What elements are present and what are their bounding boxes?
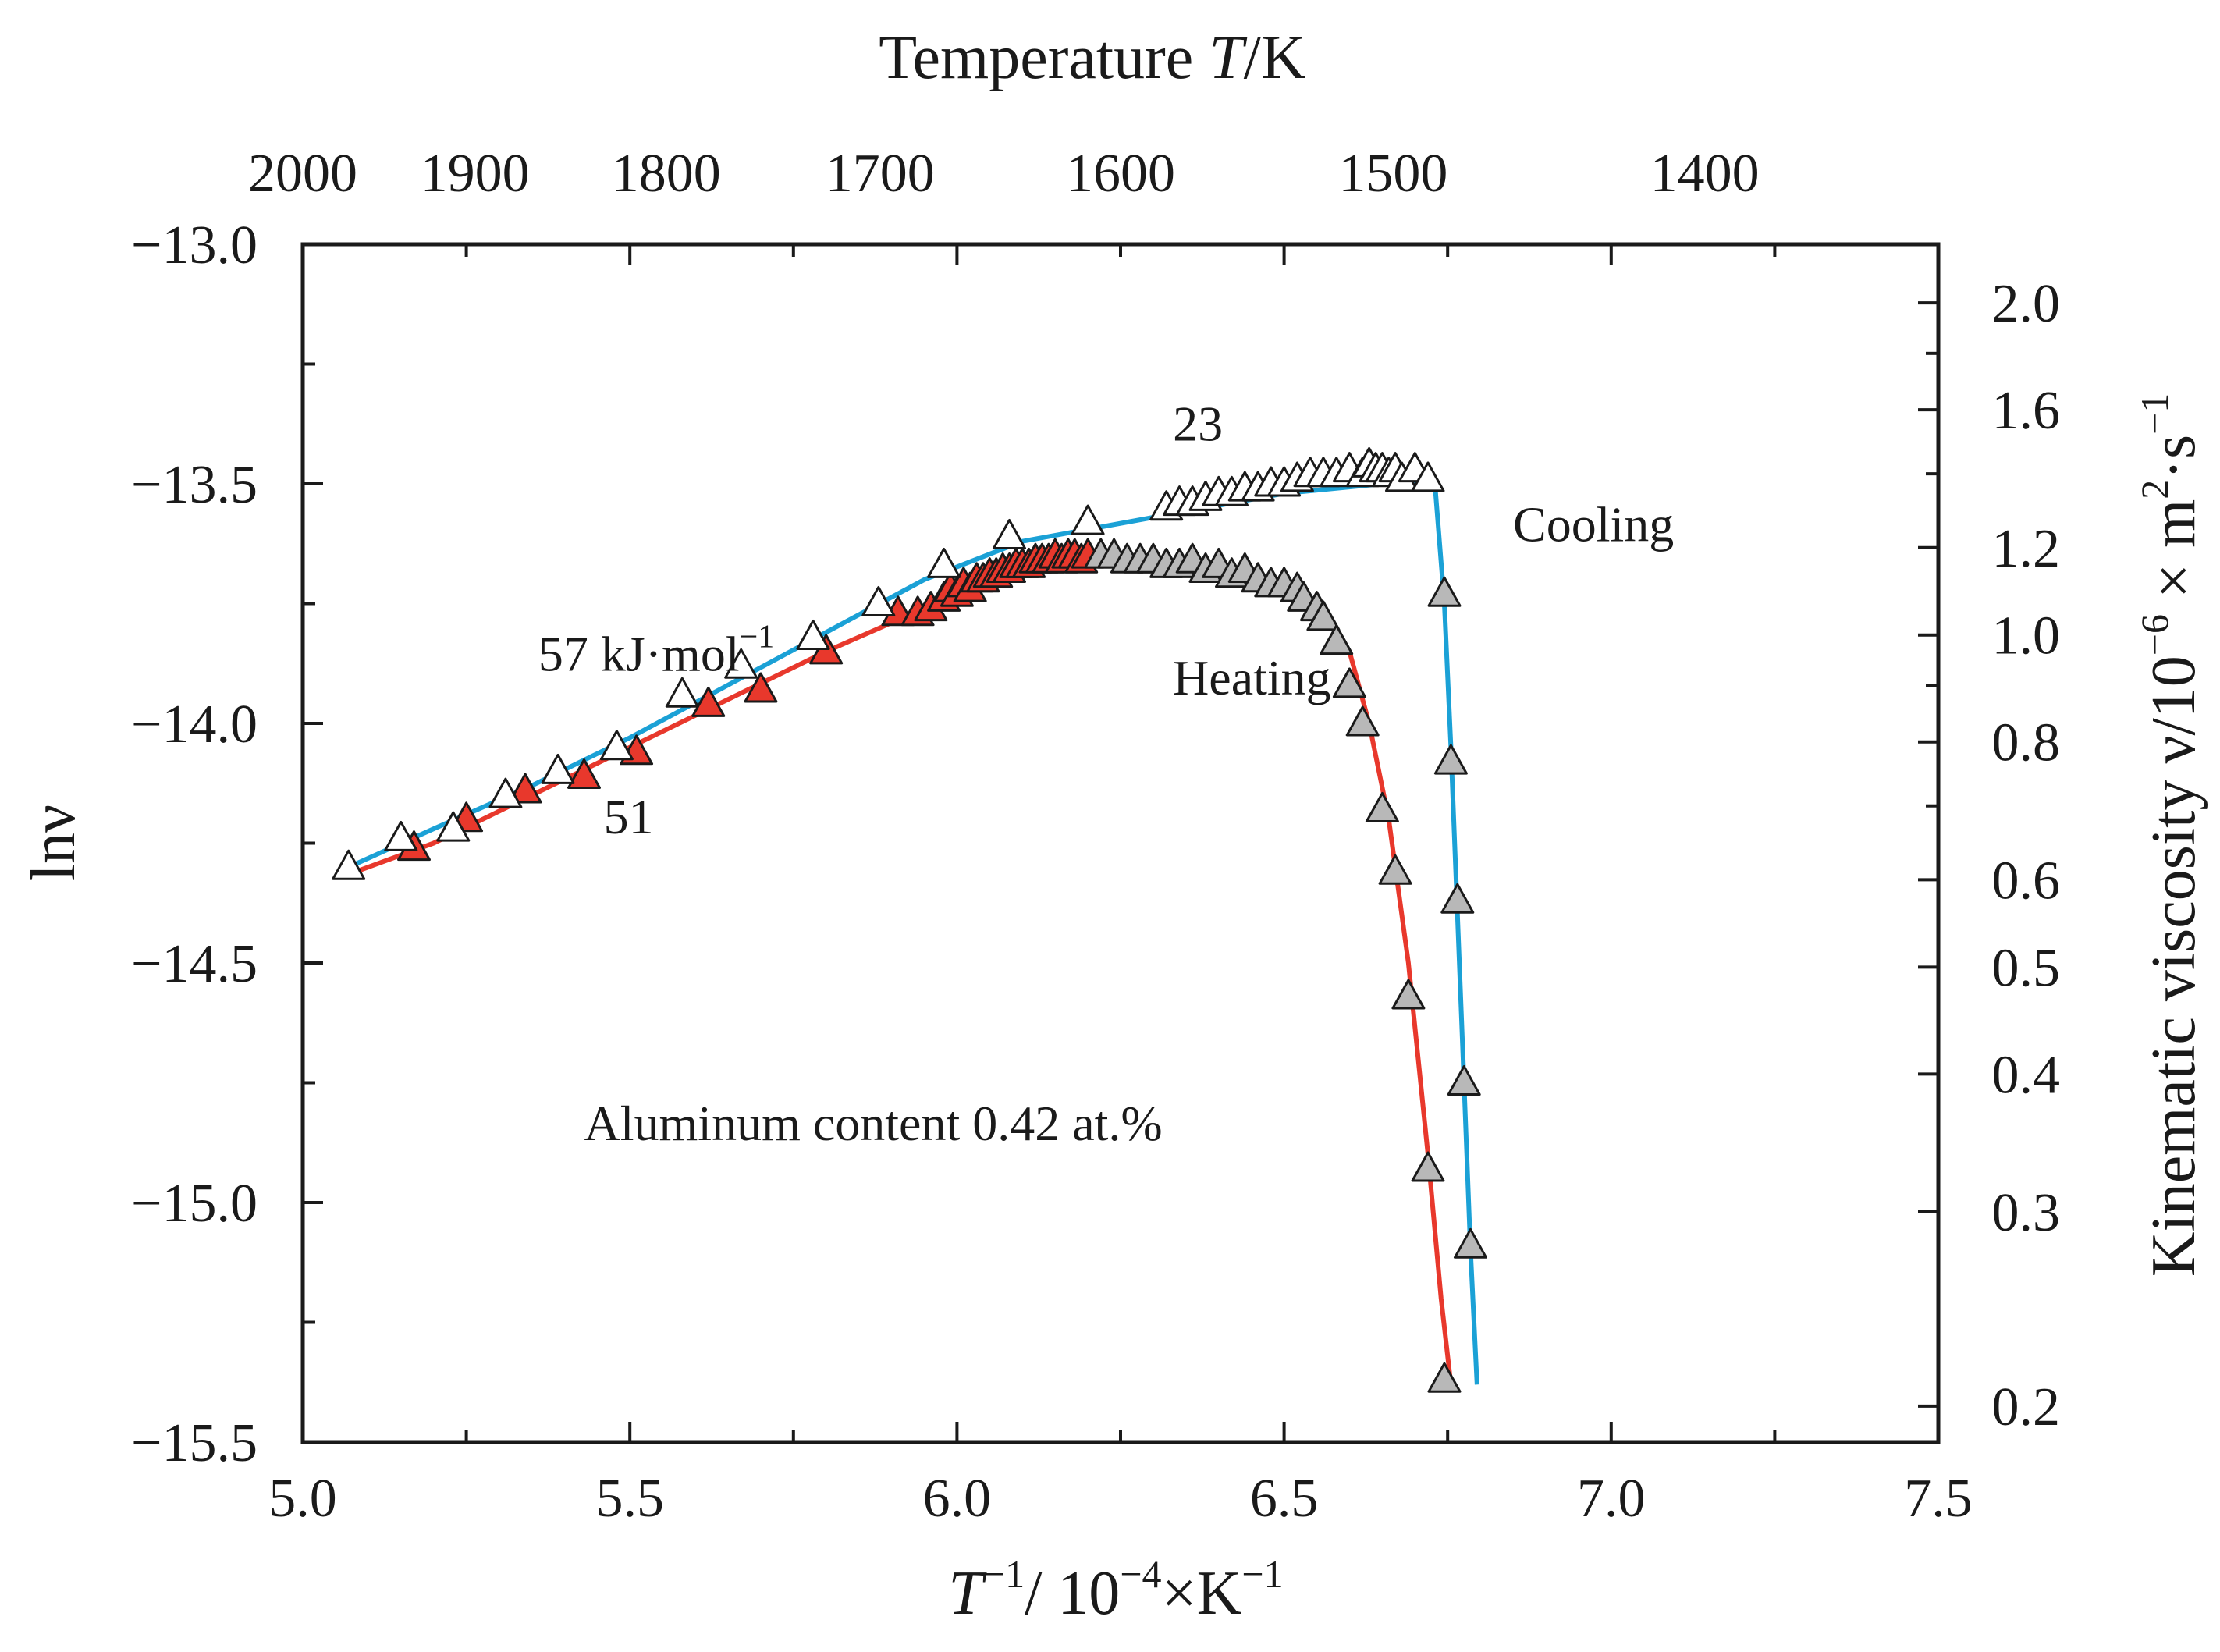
y-tick-label: −15.5 [131, 1413, 258, 1473]
top-temperature-tick-label: 2000 [248, 144, 357, 204]
cooling-point-open [993, 519, 1026, 549]
y2-axis-title: Kinematic viscosity ν/10−6 × m2·s−1 [2133, 393, 2208, 1277]
annotation-text: 51 [604, 789, 654, 844]
cooling-point-open [1071, 504, 1105, 535]
annotation-text: Aluminum content 0.42 at.% [584, 1096, 1163, 1151]
y2-axis-title-mid: × m [2140, 499, 2208, 614]
cooling-point-open [796, 620, 830, 650]
y-tick-label: −14.5 [131, 934, 258, 994]
x-tick-label: 7.5 [1904, 1469, 1973, 1529]
annotation-sup: −1 [740, 619, 775, 655]
y2-axis-title-sup2: 2 [2133, 480, 2176, 499]
x-tick-label: 6.0 [923, 1469, 992, 1529]
x-tick-label: 6.5 [1250, 1469, 1319, 1529]
y2-axis-title-main: Kinematic viscosity ν/10 [2140, 655, 2208, 1277]
y2-tick-label: 0.3 [1992, 1183, 2061, 1243]
cooling-point-gray [1427, 576, 1462, 607]
y-tick-label: −14.0 [131, 695, 258, 755]
annotation-label: 23 [1173, 396, 1223, 452]
cooling-point-open [384, 820, 418, 851]
y-axis-title: lnν [20, 805, 88, 881]
y2-axis-title-sup1: −6 [2133, 614, 2176, 655]
y2-tick-label: 2.0 [1992, 274, 2061, 334]
plot-frame [300, 242, 1941, 1444]
top-temperature-tick-label: 1700 [826, 144, 935, 204]
cooling-point-open [541, 753, 575, 784]
heating-point-gray [1345, 705, 1380, 737]
cooling-point-open [665, 677, 699, 708]
top-temperature-tick-label: 1400 [1650, 144, 1760, 204]
x-axis-title: T−1/ 10−4×K−1 [948, 1552, 1283, 1628]
top-axis-title-prefix: Temperature [879, 23, 1209, 92]
heating-point-gray [1427, 1362, 1462, 1393]
top-temperature-tick-label: 1800 [612, 144, 721, 204]
cooling-point-gray [1454, 1227, 1487, 1259]
annotation-label: Cooling [1513, 497, 1674, 552]
cooling-point-open [724, 648, 758, 679]
x-axis-title-sup3: −1 [1241, 1552, 1283, 1596]
y2-tick-label: 1.0 [1992, 606, 2061, 666]
annotation-text: 23 [1173, 396, 1223, 452]
y2-axis-title-sup3: −1 [2133, 393, 2176, 435]
annotation-text: 57 kJ·mol [538, 626, 740, 681]
cooling-point-open [927, 547, 961, 578]
heating-point-red [744, 672, 778, 703]
top-axis-title: Temperature T/K [879, 23, 1306, 92]
x-tick-label: 7.0 [1577, 1469, 1646, 1529]
heating-point-gray [1365, 792, 1399, 822]
heating-point-gray [1378, 854, 1412, 885]
y-tick-label: −13.5 [131, 455, 258, 515]
heating-point-red [567, 758, 601, 789]
y2-tick-label: 1.6 [1992, 381, 2061, 441]
x-axis-title-T: T [948, 1559, 987, 1628]
top-axis-title-suffix: /K [1244, 23, 1306, 92]
cooling-point-open [332, 849, 366, 880]
y2-tick-label: 0.5 [1992, 938, 2061, 998]
cooling-point-open [436, 811, 471, 842]
heating-point-red [691, 686, 726, 717]
annotation-text: Heating [1173, 650, 1331, 705]
x-axis-title-end: ×K [1162, 1559, 1242, 1628]
x-axis-title-sup2: −4 [1120, 1552, 1161, 1596]
annotation-text: Cooling [1513, 497, 1674, 552]
y2-tick-label: 0.2 [1992, 1377, 2061, 1437]
y2-tick-label: 0.8 [1992, 713, 2061, 773]
cooling-point-gray [1440, 883, 1475, 914]
y2-tick-label: 1.2 [1992, 519, 2061, 579]
y2-tick-label: 0.4 [1992, 1045, 2061, 1105]
x-tick-label: 5.0 [268, 1469, 337, 1529]
x-axis-title-mid: / 10 [1025, 1559, 1120, 1628]
top-temperature-tick-label: 1900 [421, 144, 530, 204]
heating-point-gray [1411, 1151, 1445, 1182]
y-tick-label: −13.0 [131, 215, 258, 275]
heating-point-red [508, 773, 542, 804]
y-tick-label: −15.0 [131, 1174, 258, 1234]
x-tick-label: 5.5 [595, 1469, 664, 1529]
annotation-label: Aluminum content 0.42 at.% [584, 1096, 1163, 1151]
heating-point-gray [1332, 667, 1366, 698]
cooling-point-gray [1447, 1065, 1481, 1096]
y2-tick-label: 0.6 [1992, 851, 2061, 911]
annotation-label: 51 [604, 789, 654, 844]
heating-point-gray [1320, 624, 1354, 655]
cooling-point-open [599, 730, 634, 761]
top-temperature-tick-label: 1600 [1066, 144, 1175, 204]
top-temperature-tick-label: 1500 [1338, 144, 1447, 204]
cooling-point-open [488, 777, 523, 808]
cooling-point-open [1411, 461, 1445, 492]
y2-axis-title-mid2: ·s [2140, 435, 2208, 480]
heating-point-gray [1306, 600, 1341, 631]
cooling-point-gray [1433, 744, 1468, 775]
annotation-label: 57 kJ·mol−1 [538, 619, 774, 681]
x-axis-title-sup1: −1 [983, 1552, 1025, 1596]
heating-point-gray [1391, 979, 1426, 1010]
cooling-point-open [861, 586, 896, 616]
top-axis-title-var: T [1209, 23, 1248, 92]
annotation-label: Heating [1173, 650, 1331, 705]
